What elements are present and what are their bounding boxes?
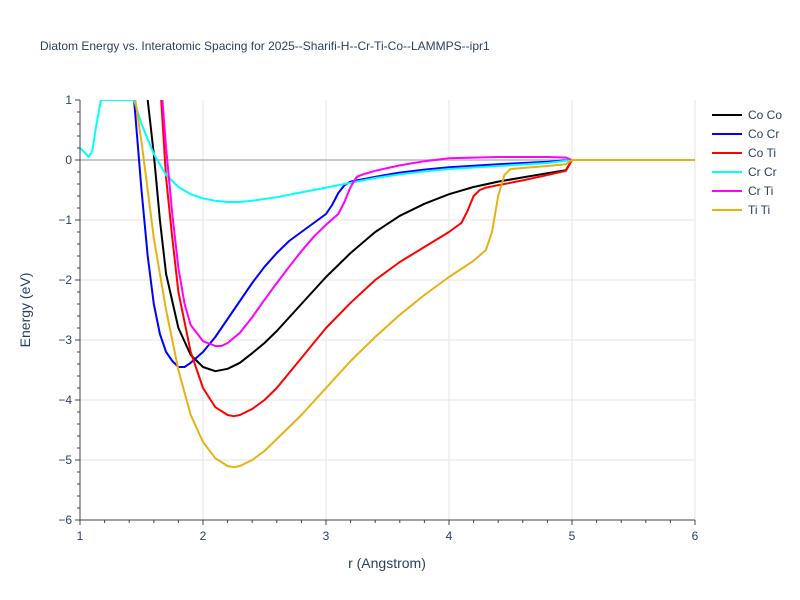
y-tick-label: −3 bbox=[58, 333, 72, 347]
x-tick-label: 2 bbox=[200, 529, 207, 543]
legend-label: Co Co bbox=[748, 108, 782, 122]
series-line-co-ti bbox=[160, 100, 695, 418]
x-axis-ticks: 1 2 3 4 5 6 bbox=[77, 520, 699, 543]
series-line-co-co bbox=[146, 100, 695, 373]
x-tick-label: 6 bbox=[692, 529, 699, 543]
y-tick-label: −1 bbox=[58, 213, 72, 227]
legend-item-co-cr[interactable]: Co Cr bbox=[712, 127, 779, 141]
x-tick-label: 3 bbox=[323, 529, 330, 543]
series-line-ti-ti bbox=[134, 100, 695, 469]
legend-item-cr-ti[interactable]: Cr Ti bbox=[712, 184, 773, 198]
y-tick-label: −4 bbox=[58, 393, 72, 407]
legend[interactable]: Co Co Co Cr Co Ti Cr Cr Cr Ti Ti Ti bbox=[712, 108, 782, 217]
y-axis-label: Energy (eV) bbox=[17, 273, 33, 348]
y-tick-label: 1 bbox=[65, 93, 72, 107]
legend-item-co-co[interactable]: Co Co bbox=[712, 108, 782, 122]
series-line-co-cr bbox=[133, 100, 695, 368]
axes bbox=[79, 100, 695, 521]
y-tick-label: 0 bbox=[65, 153, 72, 167]
legend-label: Ti Ti bbox=[748, 203, 770, 217]
x-tick-label: 5 bbox=[569, 529, 576, 543]
legend-item-cr-cr[interactable]: Cr Cr bbox=[712, 165, 777, 179]
x-tick-label: 1 bbox=[77, 529, 84, 543]
legend-label: Cr Ti bbox=[748, 184, 773, 198]
legend-label: Co Cr bbox=[748, 127, 779, 141]
chart-title: Diatom Energy vs. Interatomic Spacing fo… bbox=[40, 39, 490, 53]
y-tick-label: −5 bbox=[58, 453, 72, 467]
legend-item-co-ti[interactable]: Co Ti bbox=[712, 146, 776, 160]
grid bbox=[80, 100, 696, 520]
series-line-cr-ti bbox=[161, 100, 695, 347]
y-axis-ticks: −6 −5 −4 −3 −2 −1 0 1 bbox=[58, 93, 80, 527]
legend-item-ti-ti[interactable]: Ti Ti bbox=[712, 203, 770, 217]
series-line-cr-cr bbox=[80, 100, 695, 203]
y-tick-label: −2 bbox=[58, 273, 72, 287]
legend-label: Cr Cr bbox=[748, 165, 777, 179]
legend-label: Co Ti bbox=[748, 146, 776, 160]
x-axis-label: r (Angstrom) bbox=[348, 555, 426, 571]
series-lines bbox=[80, 100, 695, 469]
x-tick-label: 4 bbox=[446, 529, 453, 543]
y-tick-label: −6 bbox=[58, 513, 72, 527]
